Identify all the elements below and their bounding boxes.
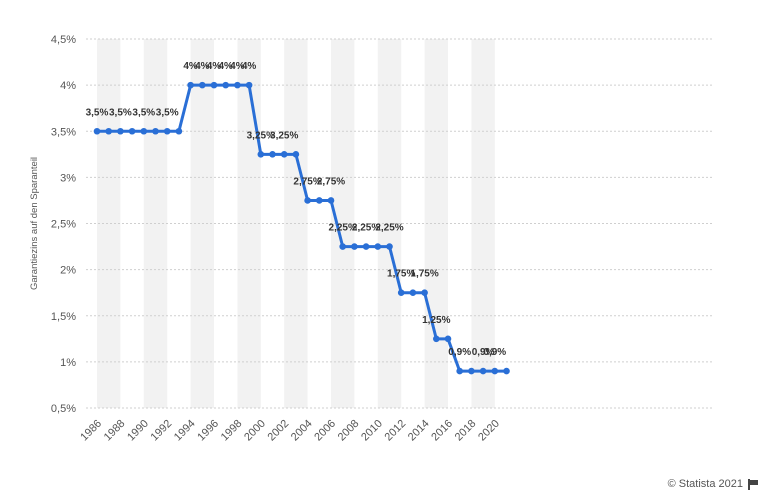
- x-tick-label: 1990: [125, 418, 151, 444]
- data-label: 1,75%: [387, 269, 415, 280]
- data-label: 3,5%: [109, 107, 132, 118]
- data-point: [304, 197, 311, 204]
- x-tick-label: 2016: [429, 418, 455, 444]
- data-label: 3,5%: [156, 107, 179, 118]
- x-tick-label: 1986: [78, 418, 104, 444]
- data-label: 4%: [183, 61, 198, 72]
- x-tick-label: 2020: [476, 418, 502, 444]
- flag-icon[interactable]: [748, 478, 758, 490]
- data-point: [433, 335, 440, 343]
- data-point: [234, 81, 241, 89]
- data-point: [351, 243, 358, 250]
- x-tick-label: 1998: [219, 418, 245, 444]
- data-label: 3,25%: [270, 130, 298, 141]
- credit[interactable]: © Statista 2021: [668, 478, 758, 490]
- data-point: [444, 335, 452, 343]
- data-point: [117, 127, 124, 135]
- data-label: 2,75%: [317, 176, 345, 187]
- data-point: [479, 367, 487, 375]
- data-label: 3,25%: [247, 130, 275, 141]
- y-tick-label: 4%: [60, 80, 76, 92]
- data-point: [152, 127, 159, 135]
- y-tick-label: 0,5%: [51, 403, 76, 415]
- data-point: [362, 243, 370, 250]
- data-label: 4%: [230, 61, 245, 72]
- y-tick-label: 2%: [60, 265, 76, 277]
- data-point: [386, 243, 393, 250]
- data-point: [468, 367, 475, 375]
- x-tick-label: 2004: [289, 418, 315, 444]
- data-label: 2,25%: [375, 223, 403, 234]
- y-tick-label: 4,5%: [51, 34, 76, 46]
- data-point: [409, 289, 417, 296]
- x-tick-label: 1988: [102, 418, 128, 444]
- data-point: [199, 81, 206, 89]
- data-point: [316, 197, 323, 204]
- data-point: [292, 151, 300, 158]
- data-point: [397, 289, 405, 296]
- x-tick-label: 1996: [195, 418, 221, 444]
- y-tick-label: 1,5%: [51, 311, 76, 323]
- data-point: [257, 151, 265, 158]
- data-point: [105, 127, 112, 135]
- data-point: [93, 127, 101, 135]
- data-point: [175, 127, 183, 135]
- data-label: 3,5%: [86, 107, 109, 118]
- data-point: [280, 151, 288, 158]
- data-label: 0,9%: [483, 347, 506, 358]
- x-tick-label: 2018: [453, 418, 479, 444]
- data-point: [269, 151, 276, 158]
- data-point: [491, 367, 499, 375]
- data-point: [140, 127, 148, 135]
- data-point: [456, 367, 464, 375]
- data-point: [421, 289, 428, 296]
- data-point: [222, 81, 229, 89]
- x-tick-label: 1992: [149, 418, 175, 444]
- data-label: 2,25%: [329, 223, 357, 234]
- x-tick-label: 2008: [336, 418, 362, 444]
- data-label: 0,9%: [472, 347, 495, 358]
- data-label: 1,75%: [410, 269, 438, 280]
- data-label: 4%: [195, 61, 210, 72]
- plot-band: [97, 39, 121, 408]
- plot-band: [237, 39, 261, 408]
- data-point: [210, 81, 218, 89]
- x-tick-label: 2014: [406, 418, 432, 444]
- y-tick-label: 3,5%: [51, 126, 76, 138]
- y-axis-title: Garantiezins auf den Sparanteil: [29, 157, 40, 290]
- x-tick-label: 2002: [266, 418, 292, 444]
- data-point: [245, 81, 253, 89]
- y-tick-label: 2,5%: [51, 219, 76, 231]
- x-tick-label: 2012: [383, 418, 409, 444]
- data-label: 2,25%: [352, 223, 380, 234]
- data-label: 4%: [207, 61, 222, 72]
- data-point: [327, 197, 335, 204]
- data-label: 0,9%: [448, 347, 471, 358]
- plot-band: [424, 39, 448, 408]
- data-label: 2,75%: [293, 176, 321, 187]
- x-tick-label: 2000: [242, 418, 268, 444]
- y-tick-label: 3%: [60, 172, 76, 184]
- x-tick-label: 2010: [359, 418, 385, 444]
- data-label: 4%: [242, 61, 257, 72]
- x-tick-label: 2006: [312, 418, 338, 444]
- data-point: [503, 367, 510, 375]
- credit-text[interactable]: © Statista 2021: [667, 478, 743, 490]
- data-point: [187, 81, 194, 89]
- data-point: [339, 243, 347, 250]
- data-point: [374, 243, 382, 250]
- data-point: [163, 127, 171, 135]
- data-label: 4%: [218, 61, 233, 72]
- x-tick-label: 1994: [172, 418, 198, 444]
- data-label: 1,25%: [422, 315, 450, 326]
- data-label: 3,5%: [132, 107, 155, 118]
- y-tick-label: 1%: [60, 357, 76, 369]
- data-point: [128, 127, 136, 135]
